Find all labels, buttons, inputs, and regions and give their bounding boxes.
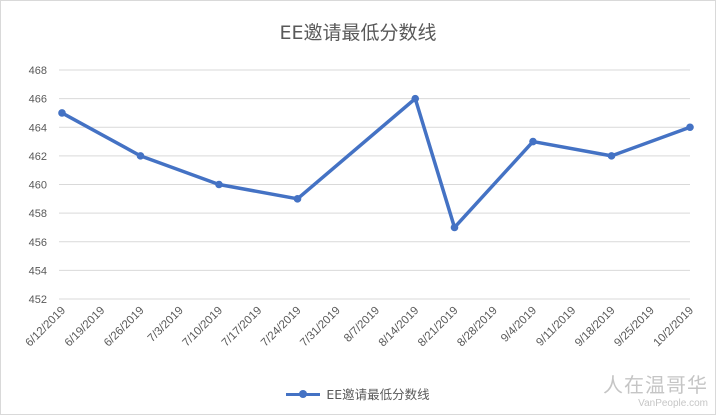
x-tick-label: 8/21/2019 <box>416 305 461 350</box>
gridlines <box>59 69 690 300</box>
data-point-6/12/2019 <box>58 109 66 117</box>
x-tick-label: 9/11/2019 <box>534 305 578 349</box>
y-tick-label: 468 <box>29 65 47 77</box>
x-tick-label: 9/4/2019 <box>499 305 539 345</box>
y-tick-label: 460 <box>29 180 47 192</box>
x-tick-label: 9/25/2019 <box>612 305 657 350</box>
data-point-7/24/2019 <box>293 195 302 203</box>
x-tick-label: 6/19/2019 <box>63 305 108 350</box>
data-point-9/4/2019 <box>529 137 537 146</box>
y-tick-label: 458 <box>29 208 47 220</box>
x-tick-label: 8/14/2019 <box>377 305 422 350</box>
x-tick-label: 8/7/2019 <box>342 305 382 345</box>
y-tick-label: 464 <box>29 122 47 134</box>
x-tick-label: 6/26/2019 <box>102 305 147 350</box>
y-tick-label: 462 <box>29 151 47 163</box>
data-point-10/2/2019 <box>686 123 694 132</box>
series-line <box>61 96 691 230</box>
data-point-6/26/2019 <box>136 152 145 160</box>
data-point-8/21/2019 <box>450 223 459 232</box>
y-axis-ticks: 452 454 456 458 460 462 464 466 468 <box>29 65 47 306</box>
data-point-9/18/2019 <box>607 152 616 160</box>
x-tick-label: 7/24/2019 <box>259 305 304 350</box>
x-tick-label: 6/12/2019 <box>23 305 68 350</box>
series-group <box>58 94 694 232</box>
x-tick-label: 7/3/2019 <box>146 305 186 345</box>
legend-label: EE邀请最低分数线 <box>326 387 430 402</box>
legend: EE邀请最低分数线 <box>0 384 716 403</box>
x-tick-label: 7/17/2019 <box>220 305 265 350</box>
x-tick-label: 7/31/2019 <box>298 305 343 350</box>
y-tick-label: 454 <box>29 265 47 277</box>
x-tick-label: 9/18/2019 <box>573 305 618 350</box>
y-tick-label: 452 <box>29 294 47 306</box>
watermark-sub: VanPeople.com <box>638 398 708 409</box>
x-tick-label: 7/10/2019 <box>180 305 225 350</box>
x-tick-label: 10/2/2019 <box>651 305 696 350</box>
y-tick-label: 456 <box>29 237 47 249</box>
data-point-7/10/2019 <box>215 180 223 189</box>
legend-line-marker <box>286 388 321 400</box>
chart-title: EE邀请最低分数线 <box>279 22 437 44</box>
data-point-8/14/2019 <box>411 94 420 103</box>
x-tick-label: 8/28/2019 <box>455 305 500 350</box>
watermark-main: 人在温哥华 <box>603 373 708 397</box>
watermark-logo: 人在温哥华 VanPeople.com <box>603 369 708 409</box>
y-tick-label: 466 <box>29 94 47 106</box>
